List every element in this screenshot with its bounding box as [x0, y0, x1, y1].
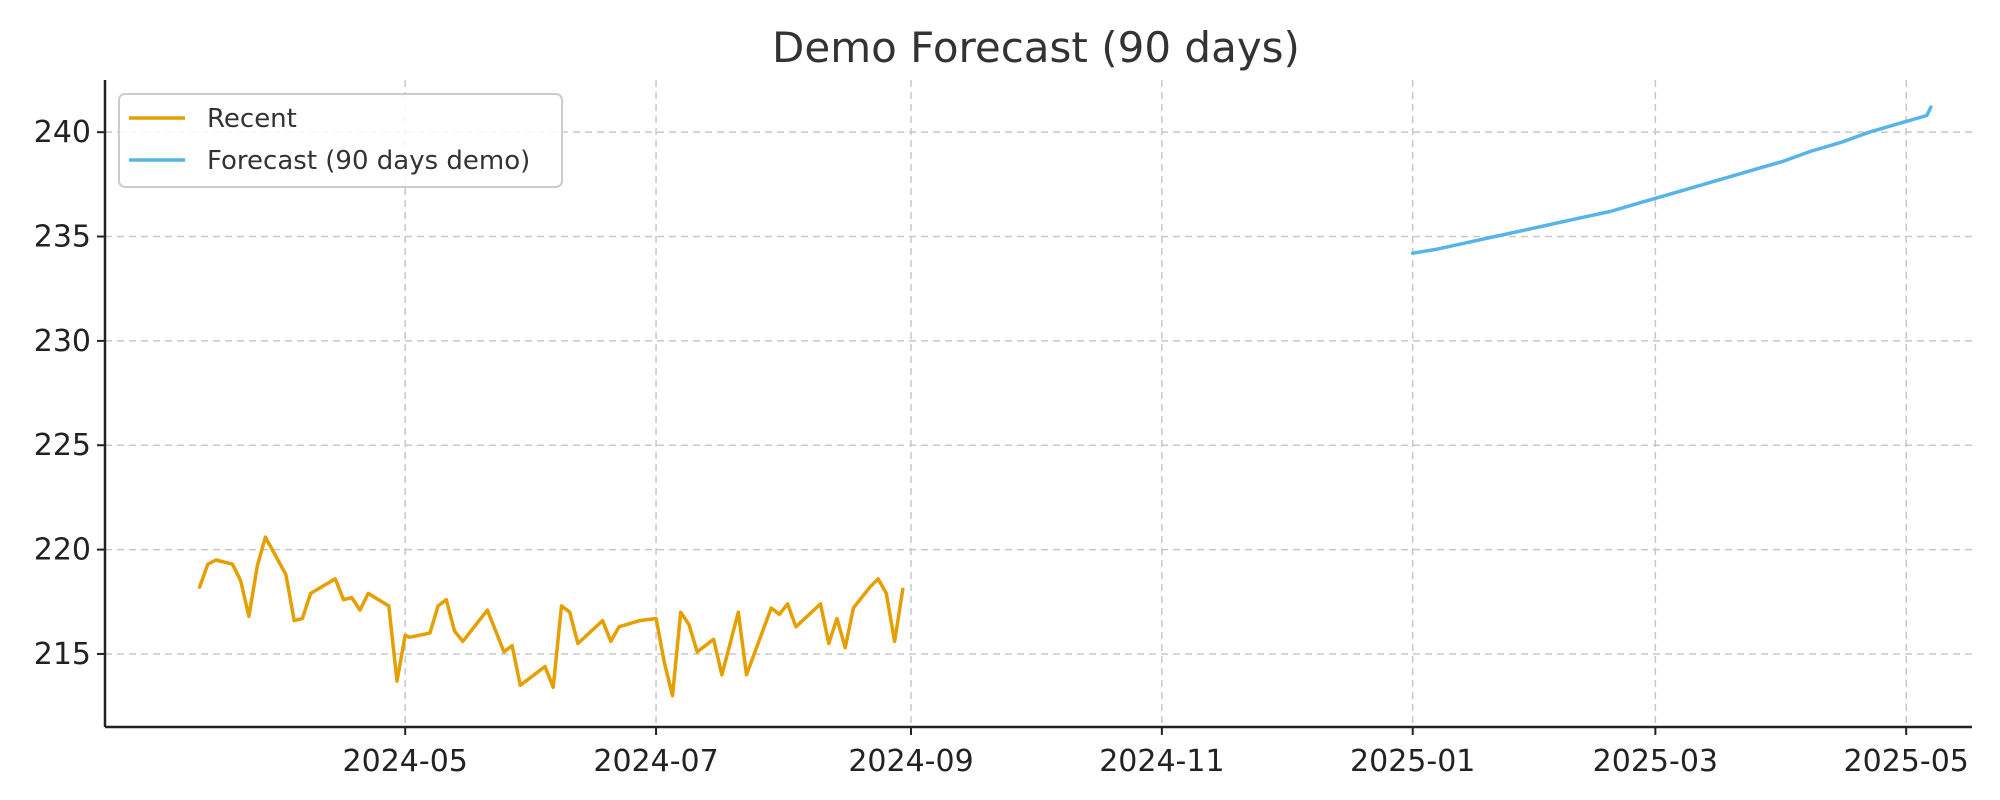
x-tick-label: 2024-09 — [848, 744, 973, 779]
y-tick-label: 240 — [34, 115, 91, 150]
y-tick-label: 230 — [34, 324, 91, 359]
ticks-layer: 215 220 225 230 235 240 2024-05 2024-07 2024-09 2… — [34, 115, 1969, 779]
legend-box — [118, 93, 563, 188]
x-tick-label: 2025-01 — [1350, 744, 1475, 779]
legend: Recent Forecast (90 days demo) — [118, 93, 563, 188]
x-tick-label: 2025-05 — [1844, 744, 1969, 779]
x-tick-label: 2025-03 — [1593, 744, 1718, 779]
chart-title: Demo Forecast (90 days) — [772, 23, 1300, 72]
series-line-forecast — [1410, 105, 1933, 255]
series-layer — [197, 105, 1933, 698]
y-tick-label: 225 — [34, 428, 91, 463]
series-line-recent — [197, 535, 905, 698]
y-tick-label: 215 — [34, 637, 91, 672]
legend-label-recent: Recent — [207, 104, 297, 134]
x-tick-label: 2024-11 — [1099, 744, 1224, 779]
x-tick-label: 2024-07 — [593, 744, 718, 779]
legend-label-forecast: Forecast (90 days demo) — [207, 146, 530, 176]
y-tick-label: 235 — [34, 220, 91, 255]
y-tick-label: 220 — [34, 533, 91, 568]
x-tick-label: 2024-05 — [343, 744, 468, 779]
